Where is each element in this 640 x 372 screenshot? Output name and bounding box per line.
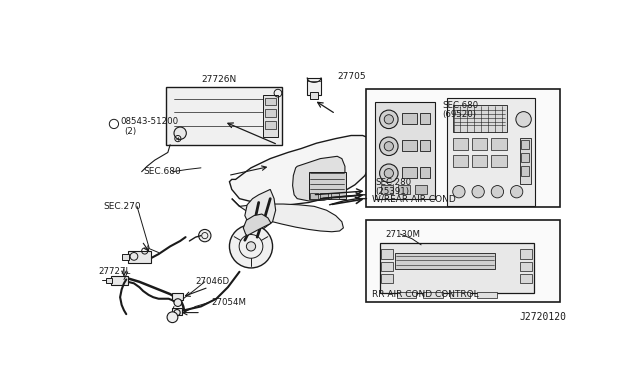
Bar	[520, 262, 532, 271]
Bar	[521, 153, 529, 163]
Bar	[106, 278, 113, 283]
Bar	[402, 140, 417, 151]
Bar	[472, 155, 488, 167]
Bar	[424, 292, 443, 298]
Bar	[520, 274, 532, 283]
Bar	[521, 140, 529, 150]
Bar	[381, 185, 394, 194]
Text: RR AIR COND CONTROL: RR AIR COND CONTROL	[372, 290, 479, 299]
Circle shape	[174, 127, 186, 140]
Circle shape	[198, 230, 211, 242]
Bar	[375, 102, 435, 199]
Bar	[172, 308, 182, 315]
Polygon shape	[243, 214, 271, 235]
Bar	[381, 274, 394, 283]
Bar	[452, 106, 507, 132]
Bar	[365, 89, 560, 207]
Bar	[265, 121, 276, 129]
Polygon shape	[232, 199, 344, 232]
Bar	[265, 109, 276, 117]
Circle shape	[472, 186, 484, 198]
Circle shape	[511, 186, 523, 198]
Bar	[397, 292, 416, 298]
Text: J2720120: J2720120	[520, 312, 566, 322]
Bar	[492, 155, 507, 167]
Text: 27726N: 27726N	[201, 75, 236, 84]
Bar	[111, 276, 128, 285]
Bar	[520, 250, 532, 259]
Bar	[166, 87, 282, 145]
Bar	[122, 254, 129, 260]
Text: 27054M: 27054M	[211, 298, 246, 307]
Bar	[420, 140, 431, 151]
Bar	[262, 95, 278, 137]
Circle shape	[384, 169, 394, 178]
Circle shape	[380, 137, 398, 155]
Bar	[381, 262, 394, 271]
Polygon shape	[245, 189, 276, 230]
Text: SEC.680: SEC.680	[443, 101, 479, 110]
Circle shape	[384, 142, 394, 151]
Text: SEC.280: SEC.280	[375, 178, 411, 187]
Bar	[128, 251, 151, 263]
Bar	[420, 167, 431, 178]
Circle shape	[174, 299, 182, 307]
Bar	[265, 98, 276, 106]
Polygon shape	[292, 156, 345, 201]
Text: (69520): (69520)	[443, 110, 477, 119]
Bar	[310, 193, 318, 199]
Bar	[472, 138, 488, 150]
Text: W/REAR AIR COND: W/REAR AIR COND	[372, 195, 456, 204]
Text: 08543-51200: 08543-51200	[120, 117, 178, 126]
Text: 27705: 27705	[337, 73, 366, 81]
Bar	[380, 243, 534, 294]
Circle shape	[452, 186, 465, 198]
Circle shape	[230, 225, 273, 268]
Bar	[402, 167, 417, 178]
Bar	[310, 92, 318, 99]
Circle shape	[516, 112, 531, 127]
Text: 27046D: 27046D	[196, 277, 230, 286]
Bar	[477, 292, 497, 298]
Bar	[395, 253, 495, 269]
Bar	[398, 185, 410, 194]
Bar	[402, 113, 417, 124]
Bar	[452, 138, 468, 150]
Circle shape	[109, 119, 118, 129]
Circle shape	[380, 164, 398, 183]
Bar	[172, 293, 183, 300]
Text: 27130M: 27130M	[385, 230, 420, 238]
Bar	[452, 155, 468, 167]
Bar	[451, 292, 470, 298]
Bar	[365, 220, 560, 302]
Bar	[521, 166, 529, 176]
Circle shape	[380, 110, 398, 129]
Bar	[308, 172, 346, 199]
Bar	[307, 78, 321, 95]
Circle shape	[246, 242, 255, 251]
Bar	[520, 138, 531, 184]
Bar	[381, 250, 394, 259]
Circle shape	[167, 312, 178, 323]
Text: SEC.680: SEC.680	[143, 167, 181, 176]
Text: SEC.270: SEC.270	[103, 202, 141, 211]
Circle shape	[384, 115, 394, 124]
Bar	[447, 98, 535, 206]
Bar	[320, 193, 328, 199]
Text: 27727L: 27727L	[99, 267, 131, 276]
Text: S: S	[112, 121, 116, 126]
Bar	[415, 185, 428, 194]
Circle shape	[492, 186, 504, 198]
Bar	[331, 193, 339, 199]
Text: (2): (2)	[125, 127, 137, 136]
Polygon shape	[230, 135, 372, 205]
Bar	[420, 113, 431, 124]
Bar	[492, 138, 507, 150]
Text: (25391): (25391)	[375, 187, 409, 196]
